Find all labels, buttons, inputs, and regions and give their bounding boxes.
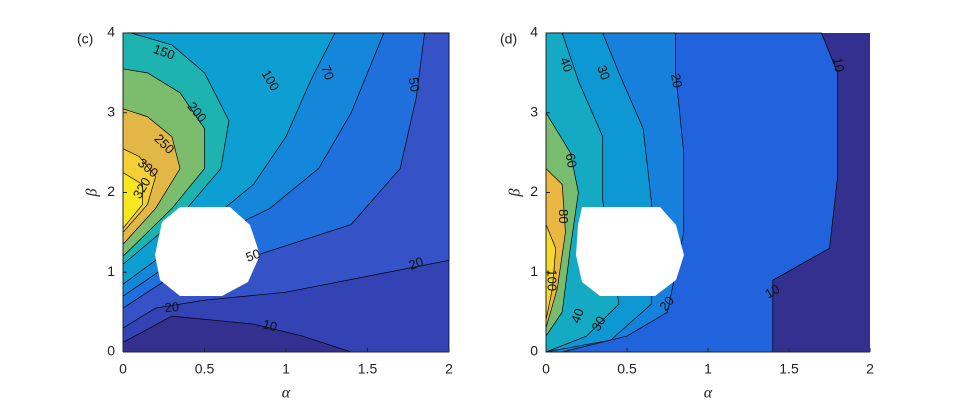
x-tick-label: 1 <box>282 361 290 377</box>
contour-label: 20 <box>668 72 685 89</box>
contour-label: 100 <box>544 269 559 291</box>
contour-label: 20 <box>164 299 180 315</box>
y-tick-label: 2 <box>107 183 115 199</box>
y-tick-label: 1 <box>530 263 538 279</box>
x-tick-label: 2 <box>866 361 874 377</box>
contour-label: 50 <box>406 76 423 93</box>
y-axis-label: β <box>507 188 524 197</box>
x-tick-label: 0.5 <box>617 361 637 377</box>
y-tick-label: 0 <box>530 343 538 359</box>
y-axis-label: β <box>84 188 101 197</box>
contour-label: 80 <box>556 209 571 223</box>
x-tick-label: 1.5 <box>779 361 799 377</box>
y-tick-label: 2 <box>530 183 538 199</box>
x-tick-label: 0 <box>119 361 127 377</box>
x-axis-label: α <box>704 385 713 402</box>
contour-label: 20 <box>407 254 426 273</box>
contour-label: 40 <box>557 55 576 74</box>
panel-label: (c) <box>77 31 93 47</box>
contour-label: 150 <box>151 41 177 63</box>
contour-label: 10 <box>830 56 847 73</box>
contour-label: 40 <box>568 306 587 325</box>
contour-label: 10 <box>762 281 782 301</box>
panel-label: (d) <box>500 31 517 47</box>
x-tick-label: 0.5 <box>195 361 215 377</box>
y-tick-label: 0 <box>107 343 115 359</box>
y-tick-label: 3 <box>530 103 538 119</box>
contour-label: 30 <box>588 314 608 334</box>
excluded-region <box>576 207 684 296</box>
excluded-region <box>155 207 260 296</box>
y-tick-label: 4 <box>530 24 538 40</box>
contour-label: 10 <box>261 316 279 334</box>
x-tick-label: 1.5 <box>358 361 378 377</box>
x-tick-label: 2 <box>445 361 453 377</box>
y-tick-label: 4 <box>107 24 115 40</box>
y-tick-label: 1 <box>107 263 115 279</box>
x-tick-label: 1 <box>704 361 712 377</box>
contour-label: 30 <box>594 63 613 82</box>
x-axis-label: α <box>282 385 291 402</box>
y-tick-label: 3 <box>107 103 115 119</box>
x-tick-label: 0 <box>542 361 550 377</box>
contour-label: 50 <box>244 246 263 265</box>
contour-label: 60 <box>563 152 580 169</box>
contour-label: 70 <box>318 63 337 82</box>
